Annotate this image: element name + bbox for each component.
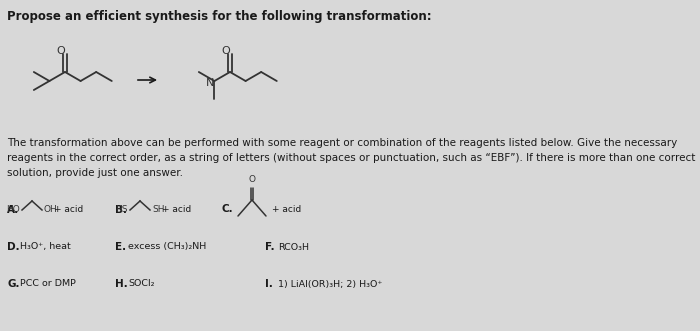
Text: 1) LiAl(OR)₃H; 2) H₃O⁺: 1) LiAl(OR)₃H; 2) H₃O⁺ [278,279,382,289]
Text: I.: I. [265,279,273,289]
Text: C.: C. [222,204,234,214]
Text: SOCl₂: SOCl₂ [128,279,155,289]
Text: E.: E. [115,242,126,252]
Text: RCO₃H: RCO₃H [278,243,309,252]
Text: H₃O⁺, heat: H₃O⁺, heat [20,243,71,252]
Text: D.: D. [7,242,20,252]
Text: Propose an efficient synthesis for the following transformation:: Propose an efficient synthesis for the f… [7,10,432,23]
Text: F.: F. [265,242,274,252]
Text: A.: A. [7,205,20,215]
Text: HO: HO [6,206,20,214]
Text: B.: B. [115,205,127,215]
Text: O: O [222,46,230,56]
Text: PCC or DMP: PCC or DMP [20,279,76,289]
Text: O: O [248,175,256,184]
Text: G.: G. [7,279,20,289]
Text: OH: OH [44,206,57,214]
Text: excess (CH₃)₂NH: excess (CH₃)₂NH [128,243,206,252]
Text: + acid: + acid [272,206,301,214]
Text: SH: SH [152,206,164,214]
Text: + acid: + acid [162,206,191,214]
Text: H.: H. [115,279,127,289]
Text: + acid: + acid [54,206,83,214]
Text: HS: HS [116,206,128,214]
Text: O: O [57,46,65,56]
Text: The transformation above can be performed with some reagent or combination of th: The transformation above can be performe… [7,138,695,178]
Text: N: N [206,78,215,88]
